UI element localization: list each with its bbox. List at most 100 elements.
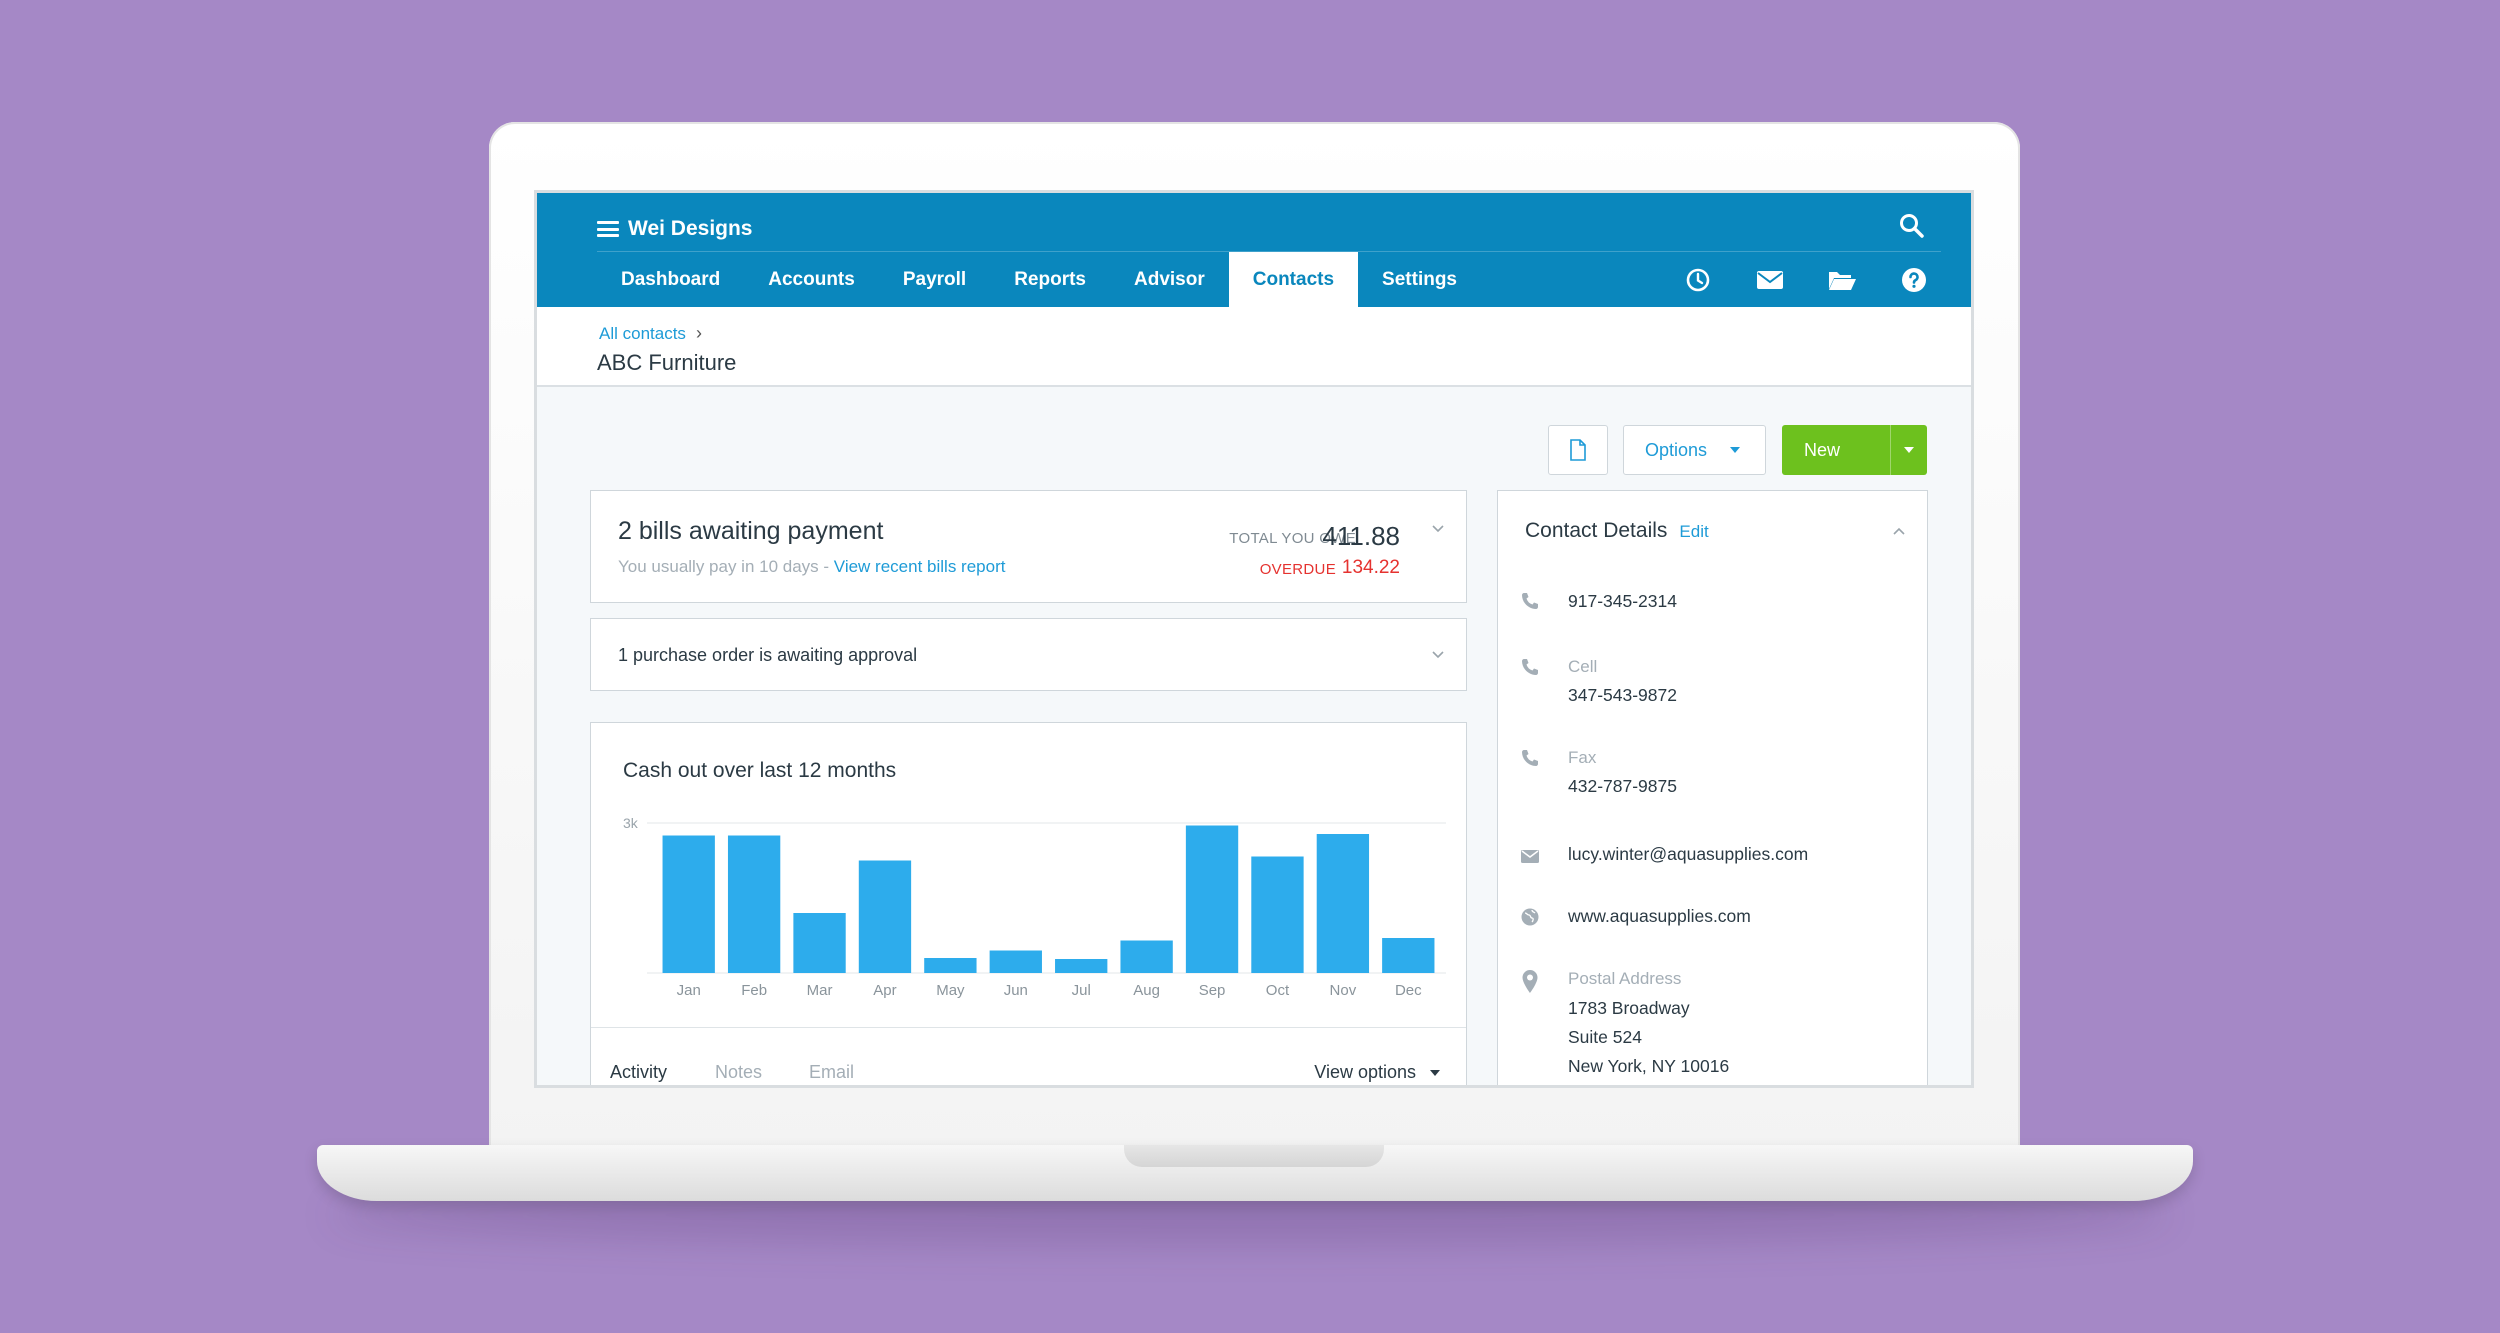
- laptop-notch: [1124, 1145, 1384, 1167]
- phone-icon: [1522, 750, 1538, 766]
- map-pin-icon: [1522, 970, 1538, 993]
- view-options-dropdown[interactable]: View options: [1314, 1062, 1440, 1083]
- purchase-order-text: 1 purchase order is awaiting approval: [618, 645, 918, 665]
- mail-icon[interactable]: [1753, 263, 1787, 297]
- x-tick-label: Feb: [741, 982, 767, 999]
- folder-icon[interactable]: [1825, 263, 1859, 297]
- document-button[interactable]: [1548, 425, 1608, 475]
- contact-details-card: Contact Details Edit 917-345-2314 Cell 3…: [1497, 490, 1928, 1085]
- tab-contacts[interactable]: Contacts: [1228, 252, 1359, 307]
- fax-label: Fax: [1568, 748, 1597, 767]
- x-tick-label: Mar: [807, 982, 833, 999]
- chart-bar: [793, 913, 846, 973]
- chart-bar: [1316, 834, 1370, 973]
- org-name[interactable]: Wei Designs: [628, 217, 753, 240]
- edit-contact-link[interactable]: Edit: [1679, 522, 1709, 541]
- view-bills-report-link[interactable]: View recent bills report: [833, 557, 1006, 576]
- website-link[interactable]: www.aquasupplies.com: [1568, 906, 1751, 926]
- cell-label: Cell: [1568, 657, 1598, 676]
- tab-payroll[interactable]: Payroll: [902, 268, 967, 290]
- chart-bar: [1120, 940, 1173, 973]
- phone-icon: [1522, 593, 1538, 609]
- chevron-down-icon: [1904, 447, 1914, 453]
- x-tick-label: Apr: [873, 982, 896, 999]
- cash-out-bar-chart: 3k Jan Feb Mar Apr May Jun Jul Aug Sep Oct Nov Dec: [623, 815, 1446, 999]
- x-tick-label: Jul: [1072, 982, 1091, 999]
- x-tick-label: Nov: [1330, 982, 1357, 999]
- x-tick-label: Jun: [1004, 982, 1028, 999]
- total-owe-label: TOTAL YOU OWE: [1229, 530, 1356, 547]
- tab-email[interactable]: Email: [809, 1062, 855, 1082]
- options-button[interactable]: Options: [1623, 425, 1766, 475]
- chart-bar: [1251, 856, 1304, 973]
- x-tick-label: Dec: [1395, 982, 1422, 999]
- document-icon: [1570, 439, 1586, 461]
- view-options-label: View options: [1314, 1062, 1416, 1082]
- tab-notes[interactable]: Notes: [715, 1062, 763, 1082]
- chevron-up-icon[interactable]: [1891, 523, 1907, 539]
- bills-sub-text: You usually pay in 10 days -: [618, 557, 834, 576]
- chevron-down-icon: [1430, 1069, 1440, 1076]
- menu-icon[interactable]: [597, 221, 619, 237]
- phone-icon: [1522, 659, 1538, 675]
- cell-value: 347-543-9872: [1568, 685, 1677, 705]
- fax-value: 432-787-9875: [1568, 776, 1677, 796]
- contact-details-header: Contact Details Edit: [1525, 519, 1709, 543]
- tab-settings[interactable]: Settings: [1382, 268, 1457, 290]
- chevron-down-icon[interactable]: [1430, 521, 1446, 537]
- main-nav: Dashboard Accounts Payroll Reports Advis…: [597, 252, 1481, 307]
- x-tick-label: Jan: [677, 982, 701, 999]
- bills-subtitle: You usually pay in 10 days - View recent…: [618, 557, 1005, 577]
- activity-tabs: Activity Notes Email View options: [591, 1027, 1466, 1085]
- breadcrumb: All contacts ›: [599, 323, 702, 344]
- chevron-down-icon[interactable]: [1430, 647, 1446, 663]
- chart-bar: [1055, 959, 1108, 973]
- postal-label: Postal Address: [1568, 969, 1682, 988]
- globe-icon: [1521, 908, 1539, 926]
- contact-details-title: Contact Details: [1525, 519, 1668, 542]
- bills-title: 2 bills awaiting payment: [618, 517, 884, 545]
- purchase-order-card[interactable]: 1 purchase order is awaiting approval: [590, 618, 1467, 691]
- options-label: Options: [1645, 439, 1708, 460]
- x-tick-label: Oct: [1266, 982, 1290, 999]
- total-owe-value: 411.88: [1322, 521, 1400, 551]
- page-title: ABC Furniture: [597, 350, 737, 375]
- overdue-label: OVERDUE: [1259, 561, 1336, 578]
- breadcrumb-all-contacts[interactable]: All contacts: [599, 323, 686, 343]
- new-dropdown-toggle[interactable]: [1890, 425, 1927, 475]
- clock-icon[interactable]: [1681, 263, 1715, 297]
- phone-value: 917-345-2314: [1568, 591, 1677, 611]
- help-icon[interactable]: [1897, 263, 1931, 297]
- chart-bar: [1382, 938, 1435, 973]
- new-button[interactable]: New: [1782, 425, 1927, 475]
- chart-bar: [989, 950, 1042, 973]
- x-tick-label: Sep: [1199, 982, 1226, 999]
- chevron-down-icon: [1730, 447, 1741, 453]
- email-link[interactable]: lucy.winter@aquasupplies.com: [1568, 844, 1809, 864]
- tab-advisor[interactable]: Advisor: [1134, 268, 1205, 290]
- bills-awaiting-card[interactable]: 2 bills awaiting payment You usually pay…: [590, 490, 1467, 603]
- search-icon[interactable]: [1897, 211, 1927, 241]
- page-header: All contacts › ABC Furniture: [537, 307, 1971, 387]
- chart-bar: [1185, 825, 1239, 973]
- mail-icon: [1521, 850, 1539, 863]
- address-line-3: New York, NY 10016: [1568, 1056, 1730, 1076]
- tab-dashboard[interactable]: Dashboard: [621, 268, 721, 290]
- chart-bar: [662, 835, 715, 973]
- tab-accounts[interactable]: Accounts: [768, 268, 855, 290]
- chart-title: Cash out over last 12 months: [623, 759, 897, 782]
- tab-reports[interactable]: Reports: [1014, 268, 1086, 290]
- breadcrumb-separator: ›: [695, 323, 702, 343]
- app-screen: Wei Designs Dashboard Accounts Payroll R…: [534, 190, 1974, 1088]
- chart-bar: [858, 860, 912, 973]
- y-tick-label: 3k: [623, 815, 639, 831]
- tab-activity[interactable]: Activity: [610, 1062, 668, 1082]
- address-line-2: Suite 524: [1568, 1027, 1642, 1047]
- topbar-divider: [597, 251, 1941, 252]
- x-tick-label: May: [936, 982, 965, 999]
- org-switcher[interactable]: Wei Designs: [597, 208, 752, 250]
- cash-out-chart-card: Cash out over last 12 months 3k Jan Feb Mar…: [590, 722, 1467, 1085]
- chart-bar: [727, 835, 781, 973]
- overdue-value: 134.22: [1341, 557, 1400, 578]
- new-label: New: [1804, 439, 1841, 460]
